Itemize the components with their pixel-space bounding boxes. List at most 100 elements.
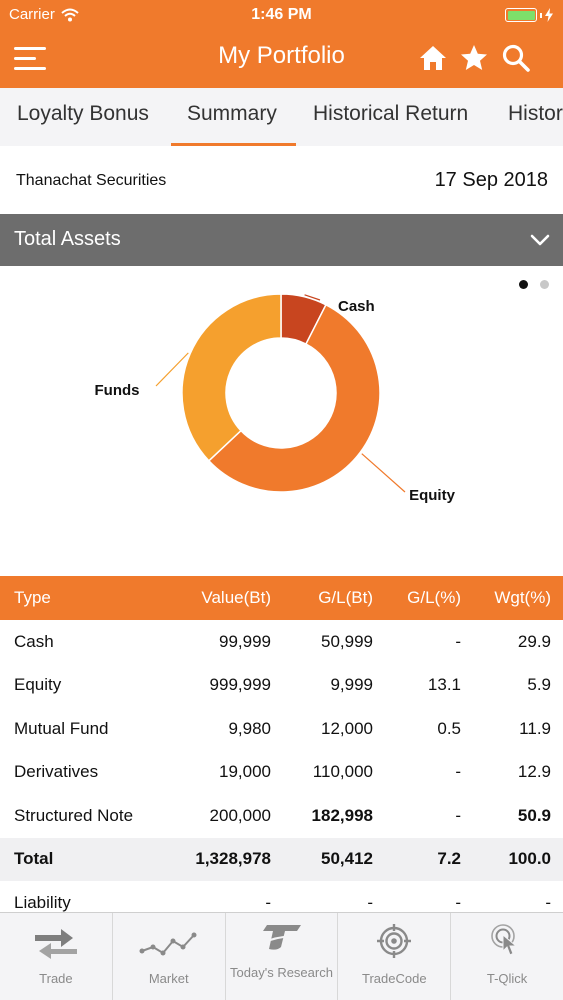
status-bar: Carrier 1:46 PM: [0, 0, 563, 30]
charging-bolt-icon: [545, 8, 553, 22]
chevron-down-icon[interactable]: [529, 229, 551, 251]
row-wgt: -: [545, 892, 551, 912]
target-icon: [377, 924, 412, 958]
slice-label-equity: Equity: [409, 487, 455, 504]
bottom-tab-market[interactable]: Market: [113, 913, 226, 1000]
row-type: Cash: [14, 631, 54, 651]
row-gl-pct: -: [455, 805, 461, 825]
bottom-tab-bar: Trade Market Today's Research TradeCode: [0, 912, 563, 1000]
total-value: 1,328,978: [170, 837, 283, 881]
as-of-date: 17 Sep 2018: [434, 169, 548, 191]
row-gl-bt: 9,999: [330, 675, 373, 695]
page-dot-1[interactable]: [519, 280, 528, 289]
row-wgt: 12.9: [517, 762, 551, 782]
tab-loyalty-bonus[interactable]: Loyalty Bonus: [17, 102, 149, 125]
bottom-tab-label: T-Qlick: [486, 971, 528, 986]
account-info: Thanachat Securities 17 Sep 2018: [0, 146, 563, 214]
leader-line-cash: [304, 294, 321, 301]
row-gl-bt: 12,000: [321, 718, 373, 738]
row-type: Liability: [14, 892, 71, 912]
leader-line-equity: [361, 453, 406, 493]
total-assets-header[interactable]: Total Assets: [0, 214, 563, 266]
slice-equity[interactable]: [207, 303, 381, 493]
donut-chart: Cash Equity Funds: [95, 293, 456, 504]
star-icon[interactable]: [458, 42, 490, 74]
table-row[interactable]: Equity 999,999 9,999 13.1 5.9: [0, 664, 563, 708]
bottom-tab-label: TradeCode: [362, 971, 427, 986]
tab-summary[interactable]: Summary: [187, 102, 277, 125]
top-header: Carrier 1:46 PM My Portfolio: [0, 0, 563, 88]
col-gl-pct: G/L(%): [385, 576, 473, 620]
carrier-group: Carrier: [9, 6, 79, 23]
assets-chart: Cash Equity Funds: [0, 266, 563, 576]
row-value: 999,999: [209, 675, 271, 695]
total-gl-bt: 50,412: [283, 837, 385, 881]
row-value: 200,000: [209, 805, 271, 825]
row-gl-pct: 13.1: [427, 675, 461, 695]
broker-name: Thanachat Securities: [16, 172, 167, 189]
tab-historical-return[interactable]: Historical Return: [313, 102, 469, 125]
bottom-tab-tqlick[interactable]: T-Qlick: [451, 913, 563, 1000]
menu-icon[interactable]: [14, 47, 50, 75]
row-value: 9,980: [228, 718, 271, 738]
table-total-row: Total 1,328,978 50,412 7.2 100.0: [0, 837, 563, 881]
row-gl-bt: -: [367, 892, 373, 912]
touch-icon: [491, 924, 518, 956]
bottom-tab-tradecode[interactable]: TradeCode: [338, 913, 452, 1000]
row-type: Structured Note: [14, 805, 134, 825]
table-row[interactable]: Mutual Fund 9,980 12,000 0.5 11.9: [0, 707, 563, 751]
row-gl-bt: 110,000: [312, 762, 373, 782]
row-type: Mutual Fund: [14, 718, 109, 738]
row-gl-pct: -: [455, 631, 461, 651]
row-type: Equity: [14, 675, 62, 695]
bottom-tab-trade[interactable]: Trade: [0, 913, 113, 1000]
active-tab-indicator: [171, 143, 296, 146]
table-header-row: Type Value(Bt) G/L(Bt) G/L(%) Wgt(%): [0, 576, 563, 620]
row-wgt: 5.9: [527, 675, 551, 695]
status-time: 1:46 PM: [251, 6, 312, 23]
bottom-tab-label: Market: [148, 971, 189, 986]
slice-funds[interactable]: [181, 293, 282, 462]
row-value: -: [265, 892, 271, 912]
col-wgt: Wgt(%): [473, 576, 563, 620]
search-icon[interactable]: [500, 42, 532, 74]
carrier-label: Carrier: [9, 6, 55, 23]
assets-table: Type Value(Bt) G/L(Bt) G/L(%) Wgt(%) Cas…: [0, 576, 563, 925]
section-title: Total Assets: [14, 228, 121, 250]
slice-label-funds: Funds: [95, 382, 140, 399]
navigation-bar: My Portfolio: [0, 30, 563, 88]
page-indicator[interactable]: [519, 280, 549, 289]
home-icon[interactable]: [417, 42, 449, 74]
row-value: 99,999: [219, 631, 271, 651]
page-dot-2[interactable]: [540, 280, 549, 289]
row-wgt: 50.9: [517, 805, 551, 825]
bottom-tab-research[interactable]: Today's Research: [226, 913, 339, 1000]
row-gl-pct: -: [455, 892, 461, 912]
table-row[interactable]: Derivatives 19,000 110,000 - 12.9: [0, 751, 563, 795]
row-type: Derivatives: [14, 762, 99, 782]
battery-icon: [505, 8, 553, 22]
row-gl-bt: 182,998: [311, 805, 373, 825]
slice-label-cash: Cash: [338, 298, 375, 315]
col-value: Value(Bt): [170, 576, 283, 620]
market-line-icon: [139, 932, 197, 956]
total-wgt: 100.0: [473, 837, 563, 881]
bottom-tab-label: Today's Research: [230, 965, 333, 980]
tab-historical[interactable]: Historical: [508, 102, 563, 125]
research-logo-icon: [263, 925, 302, 950]
wifi-icon: [61, 8, 79, 21]
col-gl-bt: G/L(Bt): [283, 576, 385, 620]
table-row[interactable]: Structured Note 200,000 182,998 - 50.9: [0, 794, 563, 838]
leader-line-funds: [155, 352, 189, 387]
row-gl-pct: 0.5: [437, 718, 461, 738]
bottom-tab-label: Trade: [39, 971, 73, 986]
table-row[interactable]: Cash 99,999 50,999 - 29.9: [0, 620, 563, 664]
table-row-liability[interactable]: Liability - - - -: [0, 881, 563, 925]
trade-arrows-icon: [34, 929, 77, 959]
total-gl-pct: 7.2: [385, 837, 473, 881]
row-wgt: 11.9: [519, 718, 551, 738]
row-gl-bt: 50,999: [321, 631, 373, 651]
total-label: Total: [0, 837, 170, 881]
portfolio-tabs: Loyalty Bonus Summary Historical Return …: [0, 88, 563, 146]
row-gl-pct: -: [455, 762, 461, 782]
